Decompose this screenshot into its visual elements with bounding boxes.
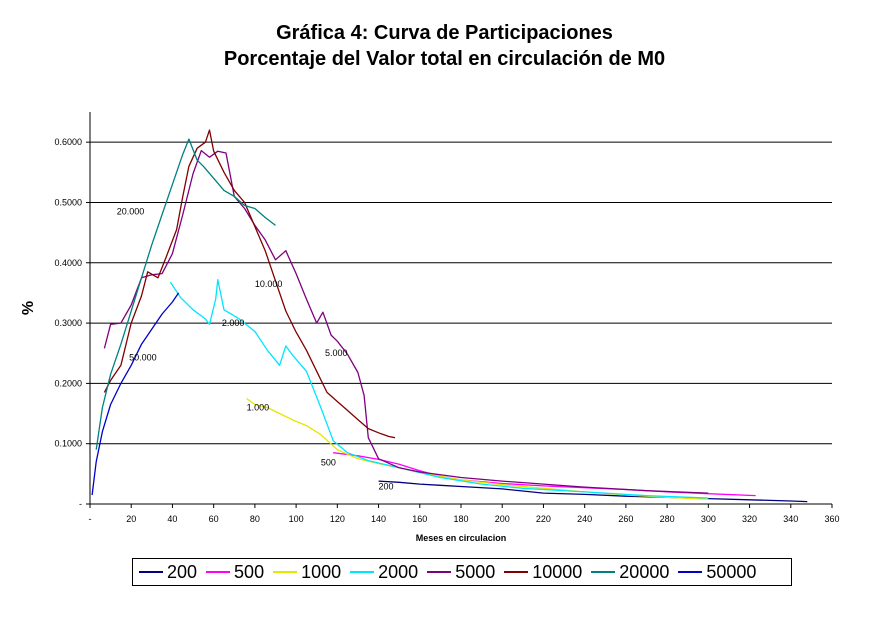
series-label-500: 500 bbox=[321, 457, 336, 467]
legend-label: 5000 bbox=[455, 562, 495, 583]
chart-legend: 200 500 1000 2000 5000 10000 20000 50000 bbox=[132, 558, 792, 586]
legend-item-1: 500 bbox=[206, 562, 264, 583]
series-line-1000 bbox=[247, 399, 709, 500]
x-tick-label: 140 bbox=[371, 514, 386, 524]
x-tick-label: 120 bbox=[330, 514, 345, 524]
x-tick-label: 300 bbox=[701, 514, 716, 524]
x-tick-label: 240 bbox=[577, 514, 592, 524]
x-axis-label: Meses en circulacion bbox=[416, 533, 507, 543]
series-label-20000: 20.000 bbox=[117, 207, 145, 217]
legend-label: 1000 bbox=[301, 562, 341, 583]
y-tick-label: 0.4000 bbox=[54, 258, 82, 268]
x-tick-label: 320 bbox=[742, 514, 757, 524]
series-label-10000: 10.000 bbox=[255, 279, 283, 289]
legend-label: 200 bbox=[167, 562, 197, 583]
y-tick-label: - bbox=[79, 499, 82, 509]
legend-swatch bbox=[139, 571, 163, 573]
x-tick-label: 220 bbox=[536, 514, 551, 524]
series-label-5000: 5.000 bbox=[325, 348, 348, 358]
legend-item-6: 20000 bbox=[591, 562, 669, 583]
legend-item-0: 200 bbox=[139, 562, 197, 583]
x-tick-label: 20 bbox=[126, 514, 136, 524]
y-tick-label: 0.6000 bbox=[54, 137, 82, 147]
x-tick-label: 360 bbox=[824, 514, 839, 524]
series-line-200 bbox=[379, 481, 808, 502]
legend-label: 500 bbox=[234, 562, 264, 583]
legend-item-7: 50000 bbox=[678, 562, 756, 583]
series-label-200: 200 bbox=[379, 482, 394, 492]
legend-label: 10000 bbox=[532, 562, 582, 583]
legend-label: 2000 bbox=[378, 562, 418, 583]
x-tick-label: 100 bbox=[289, 514, 304, 524]
legend-item-5: 10000 bbox=[504, 562, 582, 583]
line-chart: - 0.1000 0.2000 0.3000 0.4000 0.5000 0.6000 - 20… bbox=[0, 0, 889, 623]
x-tick-label: 80 bbox=[250, 514, 260, 524]
legend-swatch bbox=[350, 571, 374, 573]
series-label-50000: 50.000 bbox=[129, 352, 157, 362]
series-label-1000: 1.000 bbox=[247, 403, 270, 413]
series-line-2000 bbox=[170, 280, 708, 498]
legend-swatch bbox=[427, 571, 451, 573]
x-tick-label: 40 bbox=[167, 514, 177, 524]
x-tick-label: 180 bbox=[453, 514, 468, 524]
legend-label: 50000 bbox=[706, 562, 756, 583]
legend-item-2: 1000 bbox=[273, 562, 341, 583]
x-tick-label: 260 bbox=[618, 514, 633, 524]
x-tick-label: 280 bbox=[660, 514, 675, 524]
legend-swatch bbox=[678, 571, 702, 573]
x-tick-label: - bbox=[89, 514, 92, 524]
y-tick-label: 0.2000 bbox=[54, 378, 82, 388]
x-tick-label: 60 bbox=[209, 514, 219, 524]
y-tick-label: 0.1000 bbox=[54, 439, 82, 449]
legend-swatch bbox=[273, 571, 297, 573]
legend-swatch bbox=[591, 571, 615, 573]
y-tick-label: 0.3000 bbox=[54, 318, 82, 328]
legend-swatch bbox=[206, 571, 230, 573]
legend-item-4: 5000 bbox=[427, 562, 495, 583]
series-label-2000: 2.000 bbox=[222, 318, 245, 328]
legend-item-3: 2000 bbox=[350, 562, 418, 583]
x-tick-label: 160 bbox=[412, 514, 427, 524]
series-line-10000 bbox=[104, 130, 395, 438]
legend-swatch bbox=[504, 571, 528, 573]
x-tick-label: 200 bbox=[495, 514, 510, 524]
y-axis-label: % bbox=[20, 301, 37, 315]
legend-label: 20000 bbox=[619, 562, 669, 583]
y-tick-label: 0.5000 bbox=[54, 197, 82, 207]
x-tick-label: 340 bbox=[783, 514, 798, 524]
